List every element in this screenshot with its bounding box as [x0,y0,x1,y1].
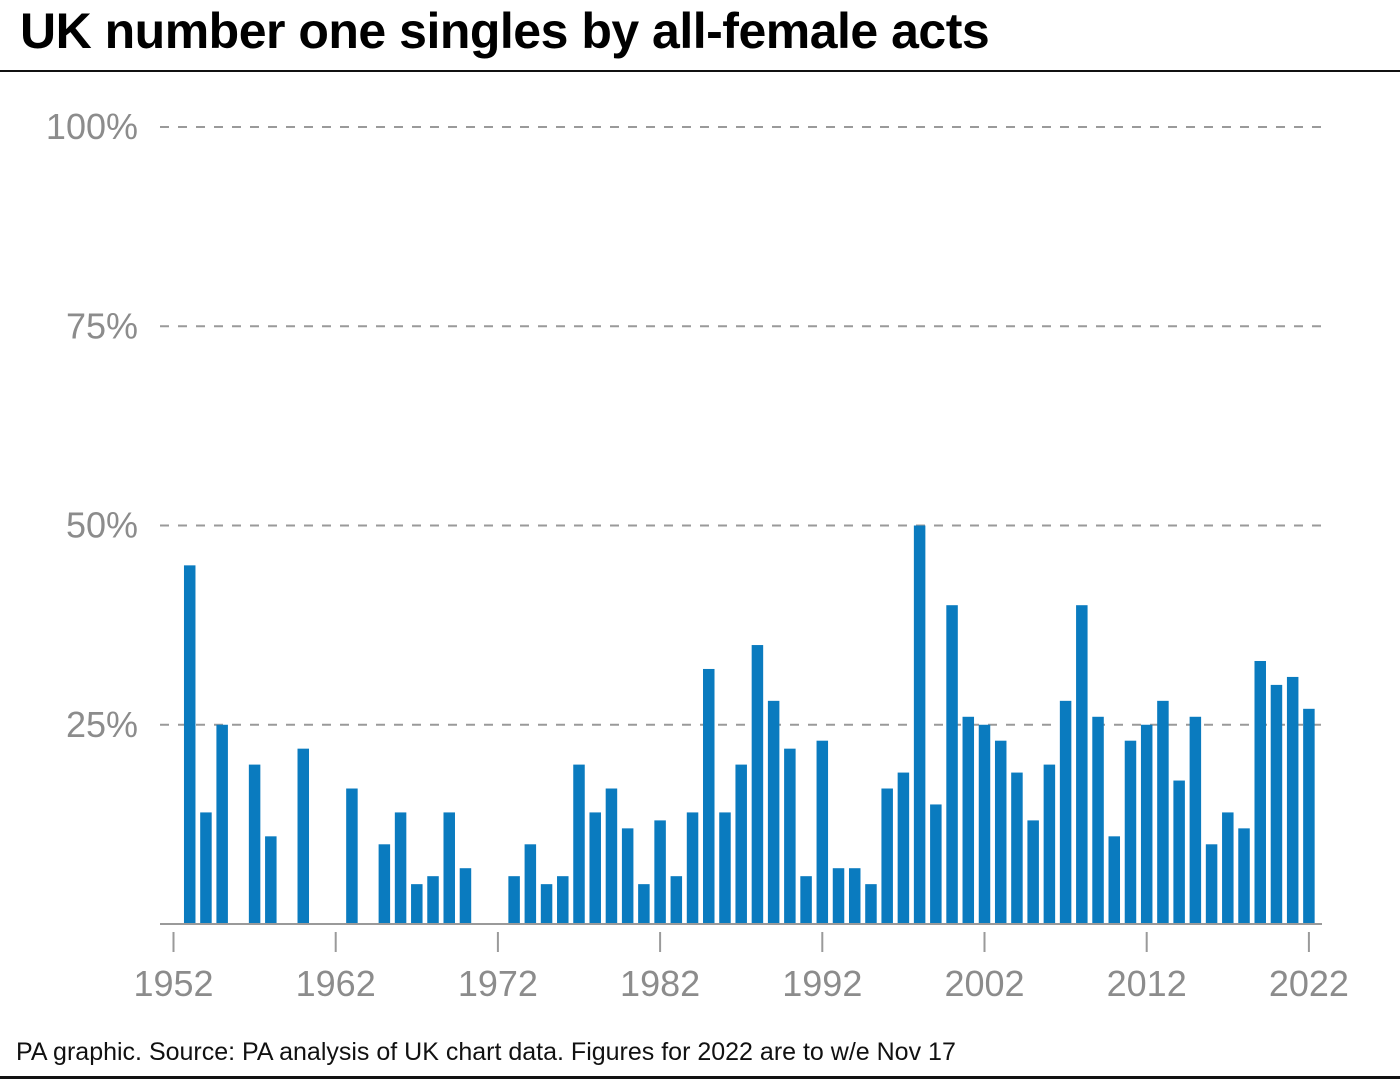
bar-1974 [524,844,537,924]
y-tick-label: 50% [66,505,138,546]
bar-2022 [1303,708,1315,924]
bar-2020 [1270,684,1283,924]
bar-2009 [1092,716,1104,924]
bar-1992 [816,740,829,924]
bar-2014 [1173,780,1185,924]
bar-1979 [605,788,618,924]
bar-1958 [265,836,277,924]
bar-2002 [978,724,991,924]
y-axis-labels: 25% 50% 75% 100% [46,106,138,745]
bar-1955 [216,724,228,924]
bar-2017 [1222,812,1234,924]
x-tick-label: 1972 [458,963,538,1004]
bar-1969 [443,812,455,924]
bar-2016 [1205,844,1218,924]
bar-1963 [346,788,358,924]
bar-2013 [1157,700,1169,924]
x-tick-label: 1952 [133,963,213,1004]
bar-1983 [670,876,683,924]
bar-2007 [1059,700,1072,924]
bar-2021 [1286,676,1299,924]
gridlines [160,126,1322,726]
bars [183,525,1315,924]
y-tick-label: 25% [66,704,138,745]
x-tick-label: 1962 [296,963,376,1004]
bar-1994 [848,868,861,924]
bar-2005 [1027,820,1039,924]
bar-1988 [751,645,764,924]
bar-1976 [557,876,569,924]
x-tick-label: 2002 [944,963,1024,1004]
y-tick-label: 100% [46,106,138,147]
x-tick-label: 2022 [1269,963,1349,1004]
bar-1989 [767,700,780,924]
bar-1954 [200,812,212,924]
bar-2006 [1043,764,1056,924]
bar-1981 [638,884,650,924]
bar-1997 [897,772,910,924]
x-tick-label: 1992 [782,963,862,1004]
bar-1987 [735,764,747,924]
x-tick-label: 1982 [620,963,700,1004]
bar-1980 [621,828,634,924]
bar-1978 [589,812,601,924]
title-divider [0,70,1400,72]
bar-2001 [962,716,975,924]
bar-2012 [1140,724,1153,924]
x-axis-labels: 1952 1962 1972 1982 1992 2002 2012 2022 [133,963,1348,1004]
bar-1957 [248,764,261,924]
source-footnote: PA graphic. Source: PA analysis of UK ch… [16,1038,956,1066]
bar-2003 [994,740,1007,924]
bar-1953 [183,565,196,924]
bar-1991 [800,876,812,924]
chart-title: UK number one singles by all-female acts [20,3,990,59]
bar-1996 [881,788,893,924]
bar-1982 [654,820,666,924]
bar-2004 [1011,772,1023,924]
bar-2015 [1189,716,1202,924]
bar-2008 [1076,605,1088,924]
x-axis [160,923,1322,952]
bar-1960 [297,748,310,924]
bar-2010 [1108,836,1121,924]
x-tick-label: 2012 [1107,963,1187,1004]
bar-1970 [459,868,472,924]
bar-1967 [411,884,423,924]
bar-chart: 25% 50% 75% 100% 1952 1962 1972 1982 1992 2002 20… [46,106,1349,1004]
bar-1977 [573,764,585,924]
bottom-rule [0,1076,1400,1079]
bar-1993 [832,868,845,924]
bar-2019 [1254,660,1266,924]
bar-2011 [1124,740,1137,924]
bar-1986 [719,812,731,924]
bar-1973 [508,876,520,924]
bar-1984 [686,812,699,924]
bar-1990 [784,748,796,924]
bar-2000 [946,605,958,924]
bar-1995 [865,884,877,924]
bar-1998 [913,525,926,924]
bar-1968 [427,876,439,924]
bar-1975 [540,884,553,924]
bar-1966 [394,812,407,924]
bar-1965 [378,844,391,924]
y-tick-label: 75% [66,305,138,346]
bar-1985 [703,668,715,924]
bar-1999 [930,804,942,924]
bar-2018 [1238,828,1250,924]
